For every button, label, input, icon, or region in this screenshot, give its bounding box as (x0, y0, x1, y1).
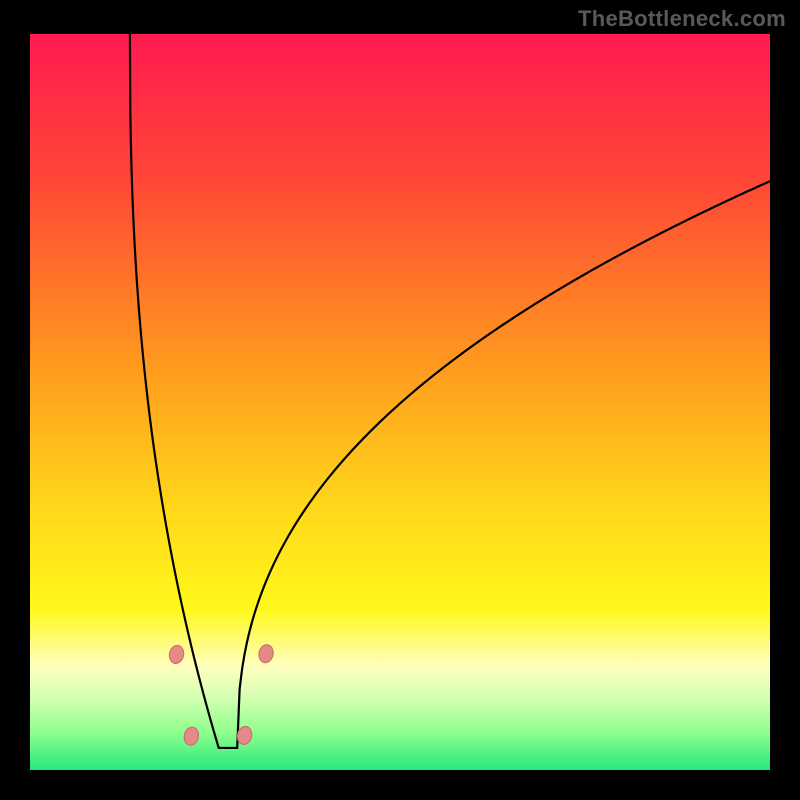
plot-background (30, 34, 770, 770)
watermark-text: TheBottleneck.com (578, 6, 786, 32)
chart-stage: TheBottleneck.com (0, 0, 800, 800)
bottleneck-curve-chart (30, 34, 770, 770)
